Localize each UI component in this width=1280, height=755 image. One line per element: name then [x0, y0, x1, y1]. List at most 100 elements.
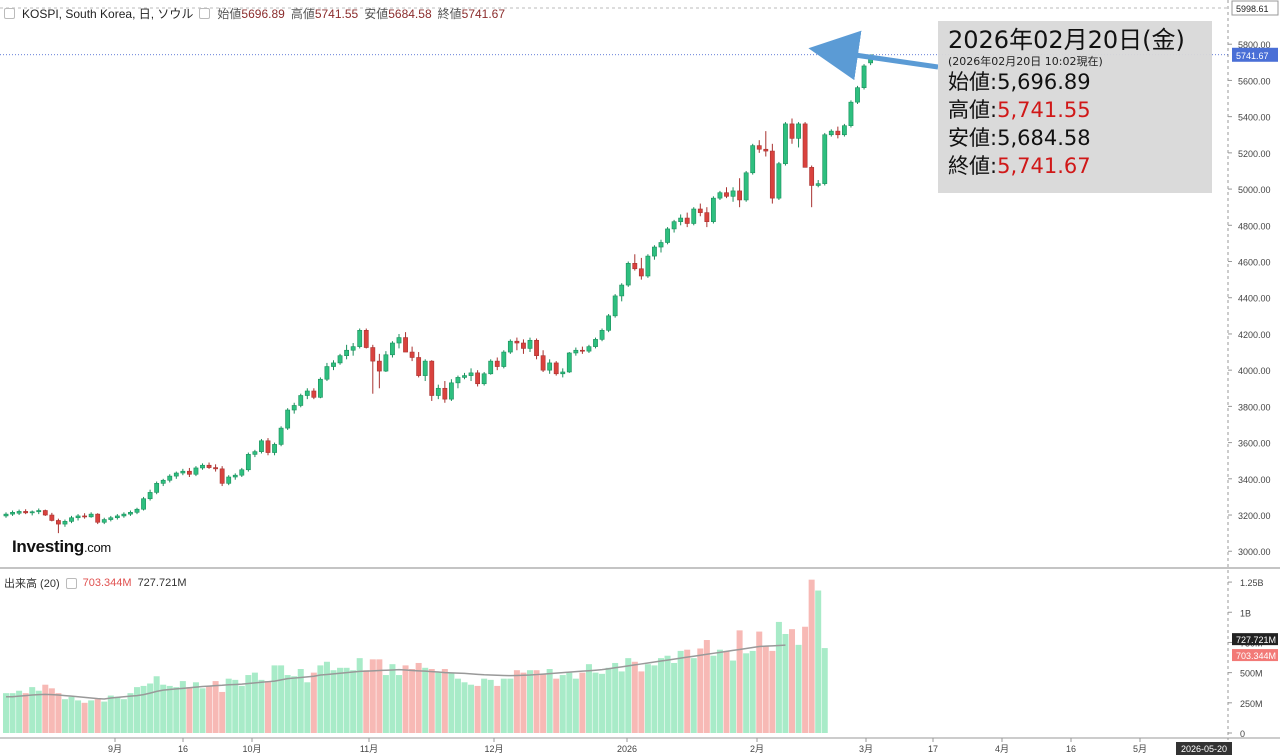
- candle: [730, 190, 736, 197]
- candle: [69, 517, 74, 522]
- volume-bar: [664, 655, 671, 733]
- vol-y-tick-label: 250M: [1240, 699, 1263, 709]
- x-end-label-box: [1176, 742, 1232, 755]
- x-tick-label: 2026: [617, 744, 637, 754]
- candle: [822, 134, 828, 184]
- volume-bar: [114, 696, 121, 733]
- volume-bar: [671, 662, 678, 733]
- vol-y-tick-label: 1.25B: [1240, 578, 1264, 588]
- volume-bar: [219, 691, 226, 733]
- volume-bar: [454, 678, 461, 733]
- info-high-label: 高値:: [948, 98, 998, 122]
- candle: [88, 513, 94, 518]
- volume-bar: [585, 664, 592, 733]
- candle: [128, 512, 133, 515]
- volume-bar: [389, 664, 396, 733]
- volume-bar: [815, 590, 822, 733]
- volume-bar: [507, 678, 514, 733]
- candle: [848, 101, 854, 127]
- candle: [265, 440, 271, 453]
- candle: [743, 172, 749, 201]
- volume-bar: [474, 685, 481, 733]
- candle: [737, 190, 742, 201]
- volume-bar: [382, 675, 389, 733]
- candle: [632, 263, 638, 270]
- volume-bar: [422, 667, 429, 733]
- volume-bar: [330, 670, 337, 733]
- candle: [573, 349, 579, 354]
- candle: [95, 513, 101, 523]
- volume-bar: [651, 665, 658, 733]
- volume-bar: [3, 693, 9, 733]
- volume-label[interactable]: 出来高 (20): [4, 578, 60, 590]
- candle: [455, 377, 461, 384]
- candle: [357, 330, 363, 347]
- candle: [671, 221, 677, 230]
- collapse-icon[interactable]: [4, 8, 15, 19]
- volume-bar: [323, 661, 330, 733]
- candle: [291, 405, 297, 411]
- candle: [121, 513, 127, 517]
- candle: [809, 167, 815, 186]
- volume-bar: [363, 670, 370, 733]
- candle: [579, 349, 585, 352]
- candle: [10, 512, 15, 515]
- x-tick-label: 5月: [1133, 744, 1147, 754]
- info-low-label: 安値:: [948, 126, 998, 150]
- info-low-value: 5,684.58: [997, 126, 1091, 150]
- candle: [304, 390, 310, 396]
- info-open-row: 始値:5,696.89: [948, 68, 1202, 96]
- volume-bar: [396, 675, 402, 733]
- y-tick-label: 3600.00: [1238, 439, 1271, 449]
- x-tick-label: 4月: [995, 744, 1009, 754]
- volume-bar: [251, 672, 258, 733]
- candle: [55, 520, 61, 525]
- volume-settings-icon[interactable]: [65, 577, 77, 589]
- candle: [245, 454, 251, 471]
- candle: [167, 475, 173, 481]
- volume-bar: [638, 671, 645, 733]
- x-tick-label: 11月: [360, 744, 378, 754]
- volume-bar: [533, 670, 540, 733]
- y-tick-label: 5200.00: [1238, 149, 1271, 159]
- x-tick-label: 3月: [859, 744, 873, 754]
- symbol-label[interactable]: KOSPI, South Korea, 日, ソウル: [22, 7, 194, 21]
- candle: [403, 337, 408, 353]
- candle: [147, 492, 153, 500]
- candle: [658, 242, 664, 248]
- x-tick-label: 2月: [750, 744, 764, 754]
- high-label: 高値: [290, 7, 315, 21]
- settings-icon[interactable]: [199, 8, 211, 19]
- last-price-box: [1232, 47, 1278, 62]
- candle: [835, 130, 841, 136]
- volume-bar: [284, 675, 291, 733]
- candle: [488, 360, 494, 375]
- candle: [481, 373, 487, 385]
- volume-bar: [278, 665, 285, 733]
- volume-bar: [245, 675, 252, 733]
- volume-bar: [258, 679, 265, 733]
- candle: [442, 387, 448, 400]
- candle: [507, 340, 513, 353]
- candle: [769, 150, 775, 199]
- candle: [193, 467, 199, 475]
- volume-bar: [736, 630, 743, 733]
- candle: [540, 355, 546, 371]
- candle: [75, 515, 81, 519]
- candle: [396, 337, 402, 344]
- volume-bar: [481, 678, 488, 733]
- candle: [160, 479, 166, 484]
- x-tick-label: 10月: [242, 744, 261, 754]
- y-tick-label: 3200.00: [1238, 511, 1271, 521]
- volume-bar: [428, 669, 435, 733]
- close-value: 5741.67: [461, 6, 506, 21]
- candle: [724, 192, 729, 197]
- candle: [416, 357, 422, 376]
- volume-bar: [166, 685, 173, 733]
- volume-bar: [55, 693, 62, 733]
- vol-y-tick-label: 0: [1240, 729, 1245, 739]
- candle: [783, 123, 788, 165]
- candle: [593, 339, 598, 347]
- volume-bar: [94, 699, 101, 733]
- volume-bar: [225, 678, 232, 733]
